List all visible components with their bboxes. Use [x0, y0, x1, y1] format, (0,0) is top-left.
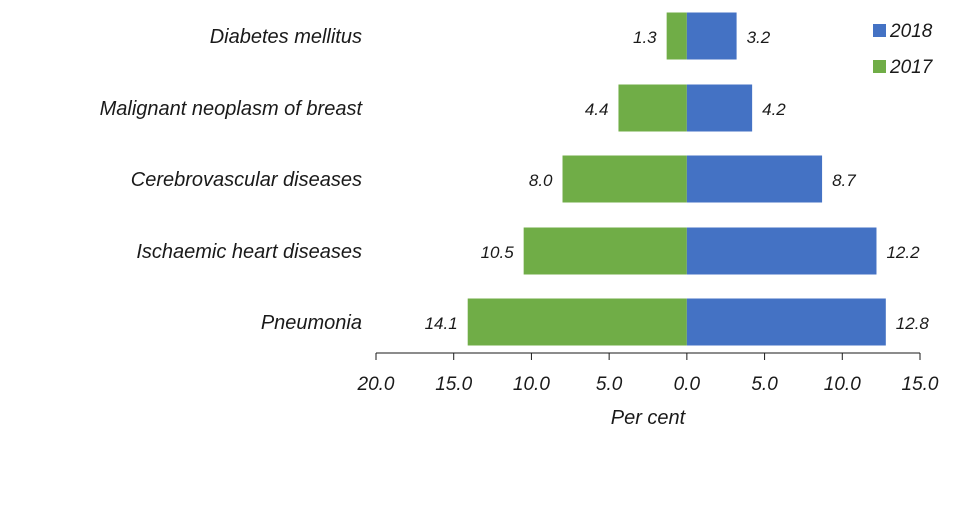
category-label: Diabetes mellitus [210, 26, 362, 48]
category-label: Cerebrovascular diseases [131, 169, 362, 191]
x-tick-label: 15.0 [435, 374, 472, 395]
bar-2017 [523, 227, 687, 275]
bar-2018 [686, 298, 886, 346]
data-label-2018: 4.2 [762, 100, 786, 119]
legend-label-2018: 2018 [889, 21, 933, 42]
category-label: Malignant neoplasm of breast [100, 98, 364, 120]
data-label-2018: 3.2 [747, 28, 771, 47]
x-tick-label: 10.0 [824, 374, 861, 395]
category-label: Pneumonia [261, 312, 362, 334]
bar-2018 [686, 227, 877, 275]
data-label-2017: 1.3 [633, 28, 657, 47]
legend-swatch-2017 [873, 60, 886, 73]
x-tick-label: 15.0 [902, 374, 939, 395]
value-labels-group: 1.3 3.2 4.4 4.2 8.0 8.7 10.5 12.2 14.1 12.8 [425, 28, 930, 333]
x-tick-label: 5.0 [596, 374, 623, 395]
x-tick-label: 10.0 [513, 374, 550, 395]
data-label-2017: 14.1 [425, 314, 458, 333]
data-label-2018: 8.7 [832, 171, 856, 190]
legend-swatch-2018 [873, 24, 886, 37]
category-labels-group: Diabetes mellitus Malignant neoplasm of b… [100, 26, 364, 334]
bar-2018 [686, 12, 737, 60]
x-tick-label: 5.0 [751, 374, 778, 395]
bar-2018 [686, 155, 823, 203]
data-label-2018: 12.2 [886, 243, 920, 262]
legend-label-2017: 2017 [889, 57, 934, 78]
x-tick-label: 0.0 [674, 374, 701, 395]
bar-2017 [562, 155, 687, 203]
category-label: Ischaemic heart diseases [136, 241, 362, 263]
data-label-2017: 10.5 [481, 243, 515, 262]
bar-2017 [467, 298, 687, 346]
data-label-2017: 8.0 [529, 171, 553, 190]
data-label-2018: 12.8 [896, 314, 930, 333]
legend: 2018 2017 [873, 21, 934, 78]
bar-2017 [618, 84, 687, 132]
x-tick-label: 20.0 [357, 374, 395, 395]
data-label-2017: 4.4 [585, 100, 609, 119]
x-axis: 20.0 15.0 10.0 5.0 0.0 5.0 10.0 15.0 [357, 352, 939, 395]
bar-2018 [686, 84, 753, 132]
bar-2017 [666, 12, 687, 60]
x-axis-title: Per cent [611, 407, 687, 429]
bars-group [467, 12, 886, 346]
